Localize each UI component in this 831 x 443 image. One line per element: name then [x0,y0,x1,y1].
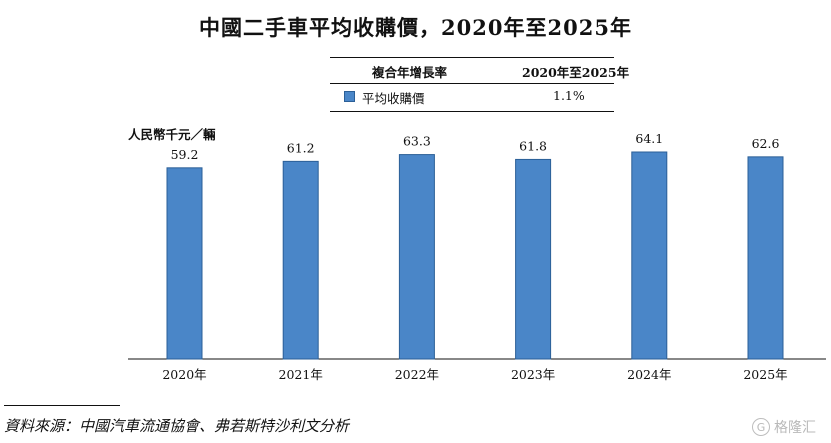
data-label: 59.2 [171,147,199,162]
data-label: 61.8 [519,138,547,153]
x-tick-label: 2021年 [279,367,323,382]
x-tick-label: 2024年 [627,367,671,382]
chart-title: 中國二手車平均收購價，2020年至2025年 [199,15,632,40]
cagr-table-mid-rule [330,83,614,84]
bar-2021年 [282,160,319,360]
legend-swatch [344,91,355,102]
data-label: 64.1 [635,131,663,146]
watermark: G 格隆汇 [752,417,816,437]
data-label: 61.2 [287,140,315,155]
x-tick-label: 2025年 [743,367,787,382]
bar-2022年 [398,154,435,360]
data-label: 63.3 [403,134,431,149]
data-label: 62.6 [752,136,780,151]
bar-2025年 [747,156,784,360]
x-tick-label: 2023年 [511,367,555,382]
cagr-table-bottom-rule [330,111,614,112]
cagr-value: 1.1% [553,88,585,103]
y-axis-unit-label: 人民幣千元／輛 [128,127,216,142]
source-note: 資料來源：中國汽車流通協會、弗若斯特沙利文分析 [4,417,350,435]
cagr-header-metric: 複合年增長率 [372,65,448,80]
x-tick-label: 2020年 [162,367,206,382]
footer-rule [4,405,120,406]
watermark-text: 格隆汇 [774,420,816,436]
bar-2023年 [515,158,552,360]
legend-series-name: 平均收購價 [362,91,425,106]
bar-2024年 [631,151,668,360]
cagr-header-period: 2020年至2025年 [522,65,630,80]
watermark-logo-icon: G [752,418,770,436]
x-tick-label: 2022年 [395,367,439,382]
bar-2020年 [166,167,203,360]
cagr-table-top-rule [330,57,614,58]
